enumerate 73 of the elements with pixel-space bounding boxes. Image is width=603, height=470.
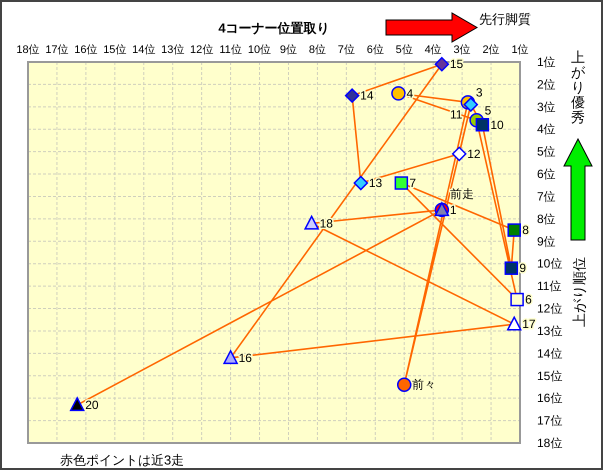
y-tick-label: 4位 [537,122,556,136]
series-label: 前走 [450,186,474,201]
series-label: 3 [476,85,483,100]
series-label: 20 [85,398,99,412]
series-label: 9 [519,261,526,276]
y-tick-label: 1位 [537,55,556,69]
text: 先行脚質 [479,12,531,26]
y-tick-label: 7位 [537,189,556,204]
x-tick-label: 12位 [190,44,214,56]
y-tick-label: 11位 [537,279,562,294]
y-tick-label: 14位 [537,346,562,360]
series-label: 13 [368,176,382,190]
series-label: 7 [409,176,416,190]
series-label: 1 [450,202,457,217]
series-label: 5 [484,103,492,118]
x-tick-label: 7位 [338,44,355,56]
point [506,316,522,330]
point [434,56,450,72]
series-label: 8 [522,223,530,238]
point [464,97,478,112]
y-tick-label: 8位 [537,212,556,226]
x-tick-label: 16位 [74,44,98,56]
y-tick-label: 2位 [537,77,556,92]
point [70,397,84,412]
point [452,146,466,162]
x-tick-label: 8位 [308,44,326,56]
x-tick-label: 2位 [482,44,500,56]
x-tick-label: 17位 [45,44,69,56]
point [304,216,319,230]
point [504,261,518,275]
x-tick-label: 18位 [16,44,40,56]
x-tick-label: 13位 [161,44,184,56]
x-tick-label: 15位 [103,44,126,56]
series-label: 15 [450,57,464,72]
series-label: 6 [525,292,532,307]
point [354,176,368,190]
point [396,377,412,392]
y-tick-label: 12位 [537,302,562,316]
x-tick-label: 9位 [280,44,298,56]
point [344,88,360,103]
y-axis-title: 上がり順位 [571,257,587,327]
x-tick-label: 6位 [366,44,384,56]
point [510,292,524,306]
series-label: 10 [490,118,504,132]
point [223,350,238,364]
series-label: 17 [522,317,536,332]
y-tick-label: 6位 [537,167,556,182]
x-tick-label: 5位 [396,44,413,56]
x-tick-label: 3位 [454,44,471,56]
series-label: 14 [360,88,374,103]
text: 赤色ポイントは近3走 [60,452,184,468]
y-tick-label: 18位 [537,436,562,450]
x-tick-label: 4位 [424,44,442,56]
y-tick-label: 13位 [537,324,562,338]
x-tick-label: 1位 [511,44,529,56]
point [507,223,521,237]
y-tick-label: 17位 [537,414,562,428]
point [476,118,490,132]
y-tick-label: 5位 [537,144,556,159]
y-tick-label: 10位 [537,256,562,271]
x-tick-label: 14位 [132,44,156,56]
point [391,86,406,101]
y-tick-label: 15位 [537,368,562,383]
x-tick-label: 10位 [248,44,272,56]
series-label: 前々 [412,378,436,392]
series-label: 12 [467,146,481,161]
point [394,176,408,190]
y-tick-label: 16位 [537,391,562,406]
text: 上がり優秀 [571,49,586,125]
y-tick-label: 3位 [537,100,556,114]
x-axis-title: 4コーナー位置取り [218,20,330,36]
y-tick-label: 9位 [537,234,556,248]
x-tick-label: 11位 [219,44,242,56]
